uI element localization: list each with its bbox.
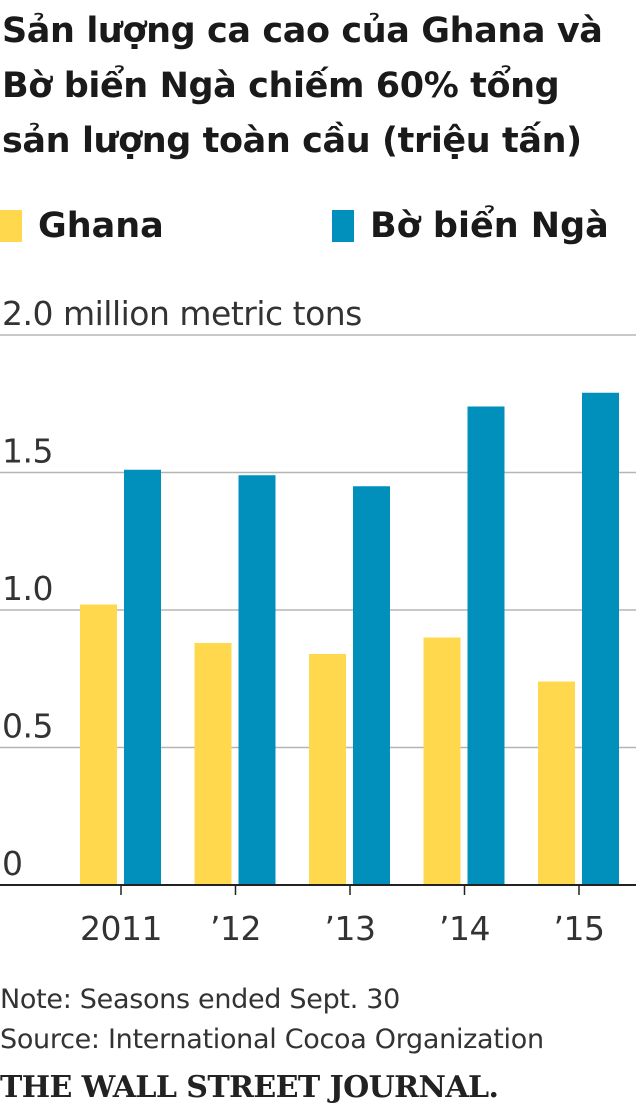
x-tick-label: ’14 <box>439 909 490 948</box>
x-tick-label: ’13 <box>325 909 376 948</box>
bar-ivory-coast <box>238 475 276 885</box>
y-tick-label: 1.5 <box>2 432 53 471</box>
bar-ivory-coast <box>124 469 161 885</box>
footnote: Note: Seasons ended Sept. 30 <box>0 984 401 1015</box>
x-tick-label: ’15 <box>554 909 605 948</box>
publisher-logo: THE WALL STREET JOURNAL. <box>0 1070 499 1105</box>
bar-ghana <box>80 604 117 885</box>
bar-ivory-coast <box>467 406 505 885</box>
x-tick-label: 2011 <box>80 909 162 948</box>
y-tick-label: 2.0 million metric tons <box>2 294 362 333</box>
legend-label-ivory-coast: Bờ biển Ngà <box>370 206 609 246</box>
bar-chart: 0 0.5 1.0 1.5 2.0 million metric tons 2011 ’12… <box>0 294 636 948</box>
legend-label-ghana: Ghana <box>38 206 164 246</box>
bar-ghana <box>194 643 232 885</box>
chart-title: Sản lượng ca cao của Ghana và Bờ biển Ng… <box>2 11 603 161</box>
bar-ivory-coast <box>353 486 390 885</box>
legend-item-ghana: Ghana <box>0 206 164 246</box>
y-tick-label: 0.5 <box>2 707 53 746</box>
legend-swatch-ivory-coast <box>332 210 354 242</box>
bar-ivory-coast <box>582 392 619 885</box>
y-tick-label: 0 <box>2 844 23 883</box>
legend-item-ivory-coast: Bờ biển Ngà <box>332 206 609 246</box>
bar-ghana <box>423 637 461 885</box>
bar-ghana <box>309 654 346 885</box>
source-note: Source: International Cocoa Organization <box>0 1024 544 1055</box>
x-tick-label: ’12 <box>210 909 261 948</box>
bar-ghana <box>538 681 575 885</box>
legend-swatch-ghana <box>0 210 22 242</box>
y-tick-label: 1.0 <box>2 569 53 608</box>
